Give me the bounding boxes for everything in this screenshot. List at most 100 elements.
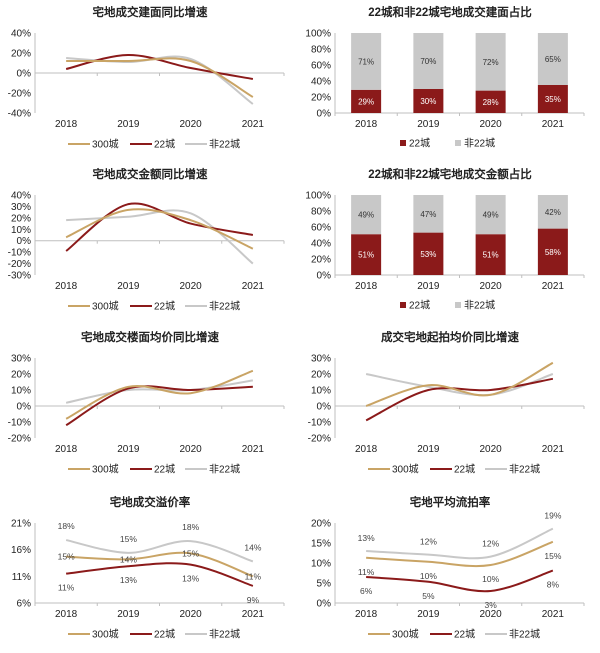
y-tick-label: -10% — [8, 418, 31, 429]
y-tick-label: 20% — [311, 93, 331, 104]
chart-6: 成交宅地起拍均价同比增速 -20% -10% 0% 10% 20% 30% 2018 2019 2… — [300, 325, 600, 488]
x-tick-label: 2020 — [480, 281, 503, 292]
legend-label: 非22城 — [209, 629, 240, 641]
data-label: 12% — [482, 539, 499, 549]
x-tick-label: 2021 — [242, 609, 265, 620]
x-tick-label: 2021 — [542, 444, 565, 455]
y-tick-label: 5% — [317, 579, 332, 590]
chart-title: 成交宅地起拍均价同比增速 — [381, 330, 519, 344]
series-line-非22城 — [366, 527, 554, 560]
y-tick-label: 0% — [17, 236, 32, 247]
data-label: 10% — [482, 574, 499, 584]
chart-3: 宅地成交金额同比增速 -30% -20% -10% 0% 10% 20% 30% 40% 2018… — [0, 162, 300, 325]
y-tick-label: 30% — [311, 354, 331, 365]
x-tick-label: 2019 — [417, 444, 440, 455]
y-tick-label: 0% — [317, 599, 332, 610]
chart-title: 宅地成交金额同比增速 — [93, 167, 208, 181]
data-label: 70% — [420, 57, 436, 66]
series-line-22城 — [65, 385, 253, 427]
y-tick-label: -20% — [8, 89, 31, 100]
legend-label: 300城 — [92, 464, 119, 476]
y-tick-label: 20% — [311, 519, 331, 530]
y-tick-label: -10% — [308, 418, 331, 429]
y-tick-label: -20% — [8, 259, 31, 270]
legend-label: 非22城 — [209, 464, 240, 476]
y-tick-label: 16% — [11, 545, 31, 556]
legend-label: 22城 — [454, 629, 475, 641]
data-label: 12% — [420, 537, 437, 547]
chart-8: 宅地平均流拍率 0% 5% 10% 15% 20% 2018 2019 2020 2021 13% 1… — [300, 490, 600, 653]
data-label: 10% — [420, 571, 437, 581]
data-label: 72% — [483, 58, 499, 67]
data-label: 42% — [545, 208, 561, 217]
series-line-300城 — [66, 57, 254, 98]
x-tick-label: 2018 — [55, 609, 78, 620]
legend-marker — [400, 302, 406, 308]
y-tick-label: -10% — [8, 248, 31, 259]
data-label: 18% — [182, 522, 199, 532]
y-tick-label: 10% — [311, 559, 331, 570]
y-tick-label: 21% — [11, 519, 31, 530]
bar-非22城 — [351, 33, 382, 90]
data-label: 65% — [545, 55, 561, 64]
series-line-非22城 — [65, 379, 254, 404]
data-label: 6% — [360, 586, 373, 596]
y-tick-label: 15% — [311, 539, 331, 550]
data-label: 47% — [420, 210, 436, 219]
x-tick-label: 2019 — [117, 609, 140, 620]
bar-22城 — [475, 90, 506, 113]
data-label: 35% — [545, 95, 561, 104]
data-label: 8% — [547, 580, 560, 590]
bar-22城 — [537, 228, 568, 275]
x-tick-label: 2018 — [55, 444, 78, 455]
data-label: 49% — [483, 211, 499, 220]
x-tick-label: 2020 — [180, 444, 203, 455]
legend-label: 非22城 — [509, 464, 540, 476]
legend-label: 300城 — [92, 301, 119, 313]
x-tick-label: 2018 — [355, 444, 378, 455]
y-tick-label: 80% — [311, 45, 331, 56]
x-tick-label: 2018 — [55, 119, 78, 130]
legend-label: 22城 — [409, 138, 430, 150]
bar-非22城 — [537, 195, 568, 229]
y-tick-label: 10% — [11, 225, 31, 236]
data-label: 53% — [420, 250, 436, 259]
y-tick-label: 6% — [17, 599, 32, 610]
bar-非22城 — [413, 33, 444, 89]
series-line-22城 — [365, 377, 554, 422]
data-label: 30% — [420, 97, 436, 106]
chart-title: 宅地成交溢价率 — [110, 495, 191, 509]
data-label: 13% — [120, 575, 137, 585]
data-label: 28% — [483, 98, 499, 107]
data-label: 3% — [484, 600, 497, 610]
legend-label: 非22城 — [209, 301, 240, 313]
series-line-300城 — [65, 208, 254, 250]
y-tick-label: -20% — [8, 434, 31, 445]
bar-非22城 — [351, 195, 382, 235]
y-tick-label: 60% — [311, 61, 331, 72]
chart-title: 22城和非22城宅地成交金额占比 — [368, 167, 532, 181]
legend-label: 300城 — [92, 629, 119, 641]
y-tick-label: 100% — [305, 29, 331, 40]
series-line-22城 — [65, 202, 254, 252]
x-tick-label: 2020 — [480, 444, 503, 455]
data-label: 11% — [245, 571, 262, 581]
y-tick-label: 20% — [11, 370, 31, 381]
y-tick-label: -40% — [8, 109, 31, 120]
bar-非22城 — [413, 195, 444, 233]
y-tick-label: 40% — [311, 77, 331, 88]
data-label: 51% — [358, 251, 374, 260]
data-label: 29% — [358, 97, 374, 106]
data-label: 18% — [58, 521, 75, 531]
y-tick-label: 0% — [317, 402, 332, 413]
data-label: 49% — [358, 211, 374, 220]
x-tick-label: 2018 — [355, 609, 378, 620]
x-tick-label: 2021 — [242, 281, 265, 292]
bar-22城 — [351, 234, 382, 275]
chart-7: 宅地成交溢价率 6% 11% 16% 21% 2018 2019 2020 2021 18% 15%… — [0, 490, 300, 653]
y-tick-label: 80% — [311, 207, 331, 218]
series-line-非22城 — [65, 539, 254, 563]
x-tick-label: 2019 — [117, 281, 140, 292]
y-tick-label: 30% — [11, 354, 31, 365]
